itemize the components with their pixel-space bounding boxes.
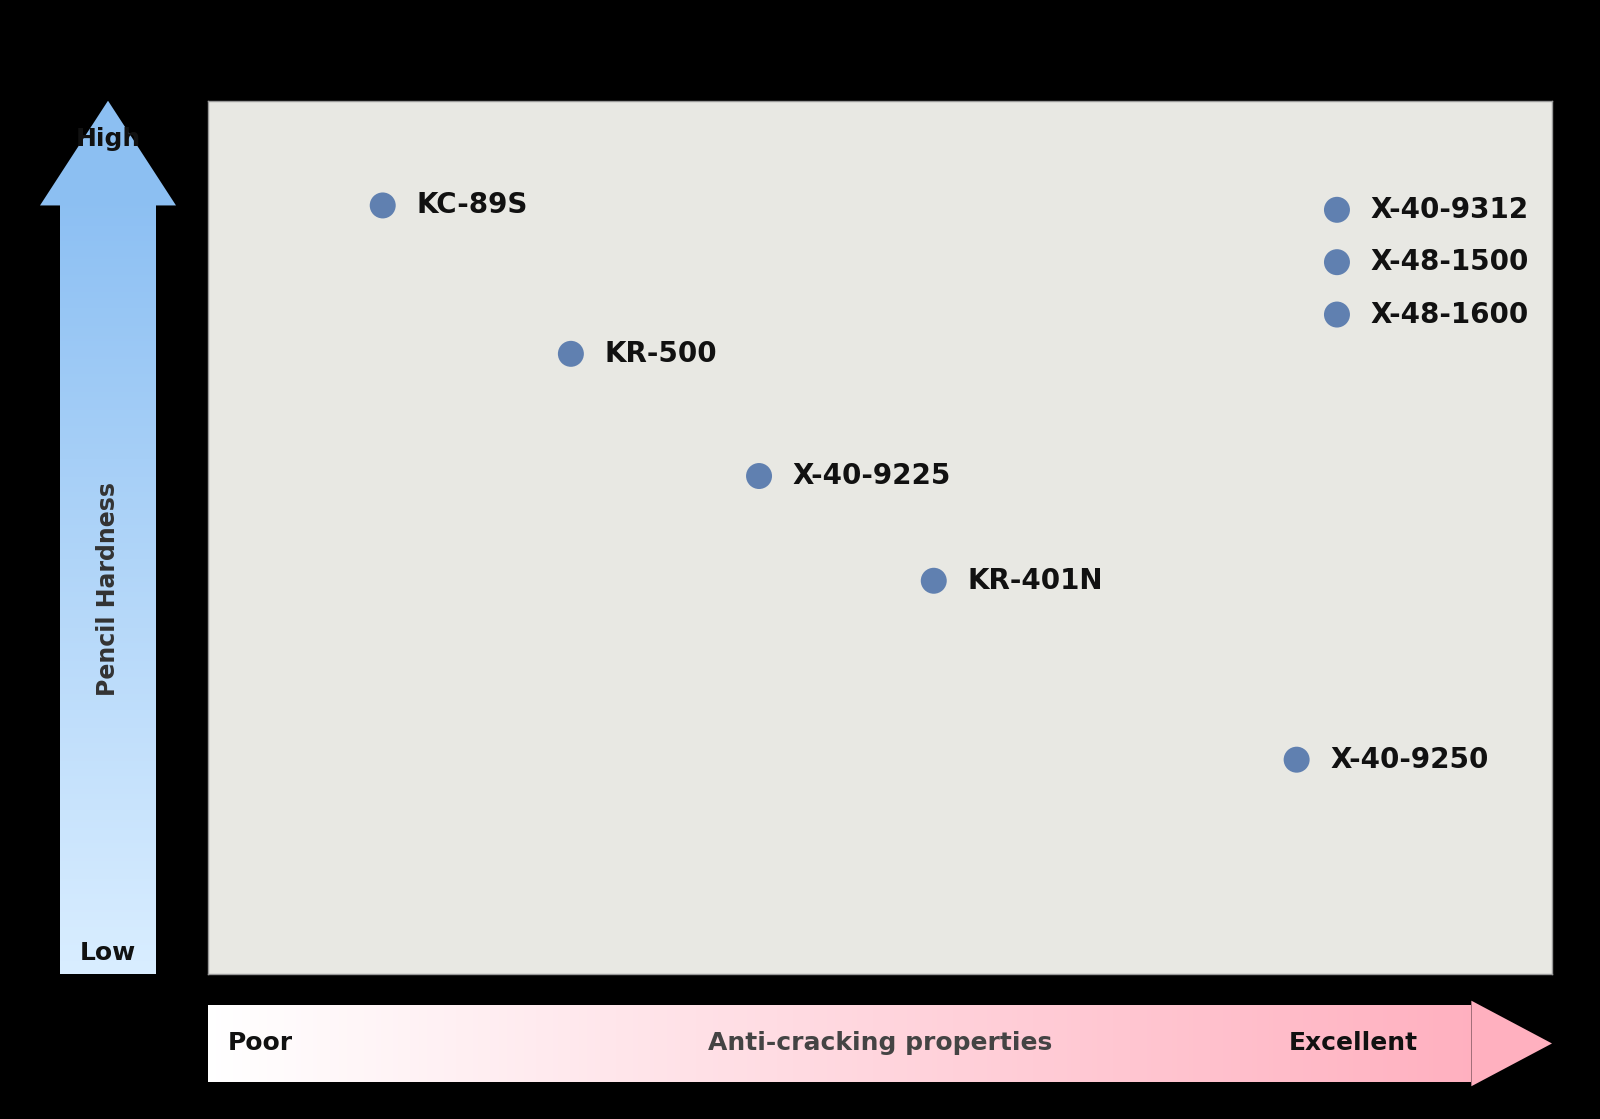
Text: X-40-9312: X-40-9312 [1371, 196, 1528, 224]
Text: Excellent: Excellent [1288, 1032, 1418, 1055]
Text: X-48-1500: X-48-1500 [1371, 248, 1530, 276]
Text: KC-89S: KC-89S [416, 191, 528, 219]
Text: Poor: Poor [229, 1032, 293, 1055]
Text: Low: Low [80, 941, 136, 965]
Text: KR-500: KR-500 [605, 340, 717, 368]
Text: High: High [75, 126, 141, 151]
Point [746, 467, 771, 485]
Text: X-48-1600: X-48-1600 [1371, 301, 1530, 329]
Point [1325, 200, 1350, 218]
Polygon shape [40, 101, 176, 206]
Text: Pencil Hardness: Pencil Hardness [96, 482, 120, 696]
Point [558, 345, 584, 363]
Text: KR-401N: KR-401N [968, 566, 1102, 595]
Text: X-40-9250: X-40-9250 [1330, 745, 1488, 773]
Point [1283, 751, 1309, 769]
Polygon shape [1472, 1000, 1552, 1087]
Text: Anti-cracking properties: Anti-cracking properties [707, 1032, 1053, 1055]
Text: X-40-9225: X-40-9225 [792, 462, 950, 490]
Point [1325, 253, 1350, 271]
Point [922, 572, 947, 590]
Point [370, 197, 395, 215]
Point [1325, 305, 1350, 323]
